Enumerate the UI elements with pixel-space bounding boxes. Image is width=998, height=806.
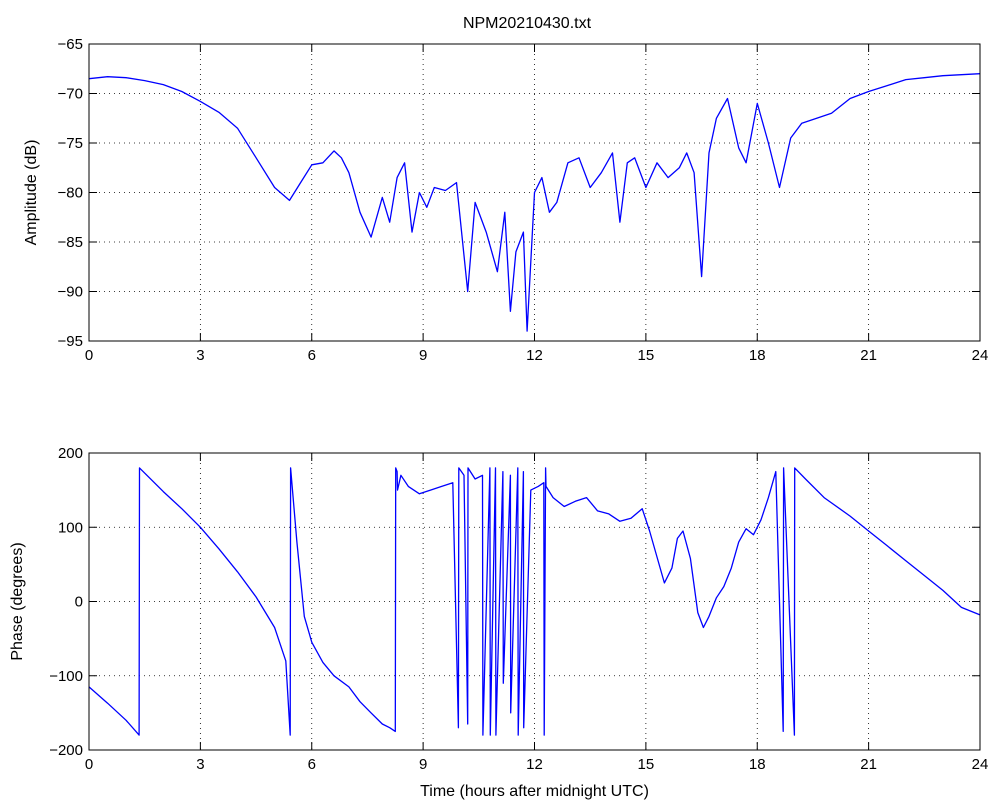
y-tick-label: −75 [58,135,83,152]
x-tick-label: 6 [308,756,316,773]
x-tick-label: 18 [749,756,766,773]
x-tick-label: 15 [638,347,655,364]
y-tick-label: −200 [49,742,83,759]
x-tick-label: 21 [860,756,877,773]
x-tick-label: 24 [972,347,989,364]
series-line [88,467,981,736]
x-axis-label: Time (hours after midnight UTC) [420,783,649,800]
x-tick-label: 9 [419,756,427,773]
y-tick-label: −95 [58,333,83,350]
x-tick-label: 0 [85,756,93,773]
y-tick-label: −85 [58,234,83,251]
x-tick-label: 24 [972,756,989,773]
x-tick-label: 18 [749,347,766,364]
amplitude-panel: 0 3 6 9 12 15 18 21 24 −95 −90 −85 −80 −75 −70 −65 Ampli… [23,36,988,364]
y-tick-label: −90 [58,284,83,301]
chart-title: NPM20210430.txt [463,15,592,32]
x-tick-label: 3 [196,756,204,773]
y-axis-label: Amplitude (dB) [23,140,40,246]
series-line [88,73,981,332]
y-axis-label: Phase (degrees) [9,542,26,660]
y-tick-label: −80 [58,185,83,202]
y-tick-label: 200 [58,445,83,462]
x-tick-label: 12 [526,347,543,364]
y-tick-label: −65 [58,36,83,53]
x-tick-label: 6 [308,347,316,364]
x-tick-label: 9 [419,347,427,364]
phase-panel: 0 3 6 9 12 15 18 21 24 −200 −100 0 100 200 Phase (degr… [9,445,988,800]
x-tick-label: 21 [860,347,877,364]
x-tick-label: 12 [526,756,543,773]
x-tick-label: 15 [638,756,655,773]
y-tick-label: −70 [58,86,83,103]
y-tick-label: 100 [58,519,83,536]
y-tick-label: 0 [75,594,83,611]
y-tick-label: −100 [49,668,83,685]
x-tick-label: 3 [196,347,204,364]
x-tick-label: 0 [85,347,93,364]
